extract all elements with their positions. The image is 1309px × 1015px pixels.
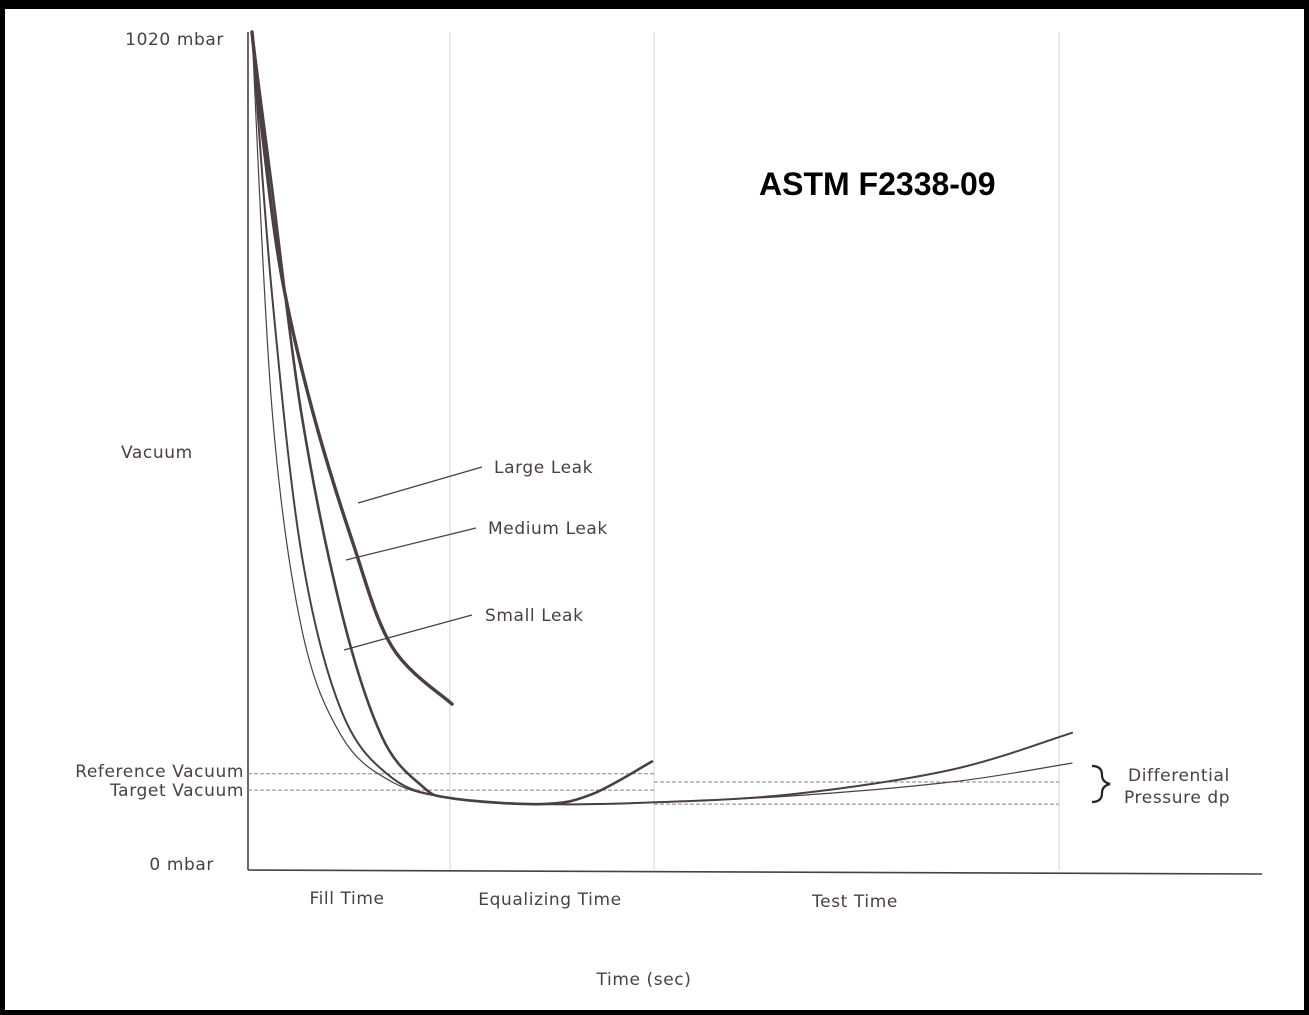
large-leak-label: Large Leak (494, 458, 593, 478)
medium-leak-curve (250, 30, 654, 806)
phase-label-equalizing: Equalizing Time (478, 890, 621, 910)
x-axis (247, 869, 1263, 875)
y-top-label: 1020 mbar (125, 30, 224, 50)
chart-title: ASTM F2338-09 (759, 166, 996, 202)
medium-leak-label: Medium Leak (488, 519, 608, 539)
small-leak-leader (343, 614, 473, 651)
medium-leak-leader (345, 527, 477, 561)
differential-label-line2: Pressure dp (1124, 788, 1230, 808)
large-leak-leader (357, 466, 483, 504)
differential-label-line1: Differential (1128, 766, 1230, 786)
y-axis-label: Vacuum (121, 443, 193, 463)
phase-label-fill: Fill Time (309, 889, 384, 909)
differential-brace (1091, 764, 1111, 804)
large-leak-curve (250, 30, 454, 706)
reference-vacuum-label: Reference Vacuum (75, 762, 244, 782)
y-bottom-label: 0 mbar (149, 855, 214, 875)
small-leak-label: Small Leak (485, 606, 584, 626)
x-axis-label: Time (sec) (596, 970, 692, 990)
small-leak-curve (251, 31, 1073, 806)
no-leak-curve (251, 31, 1073, 805)
target-vacuum-label: Target Vacuum (109, 781, 244, 801)
phase-label-test: Test Time (811, 892, 898, 912)
